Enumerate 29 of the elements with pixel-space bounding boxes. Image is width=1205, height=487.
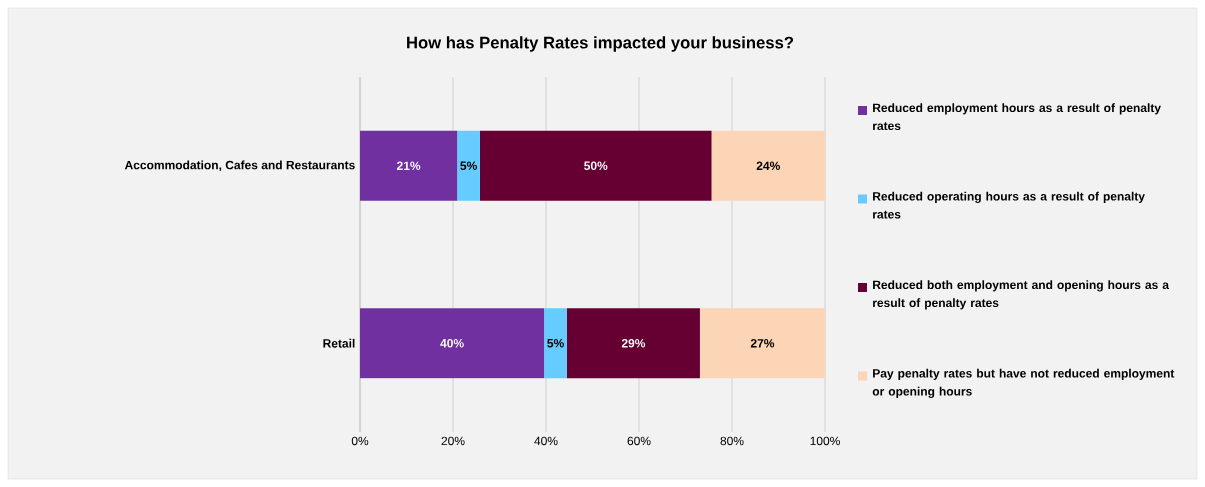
bar bbox=[457, 130, 480, 201]
x-tick-label: 100% bbox=[810, 436, 840, 446]
bar bbox=[544, 308, 567, 379]
data-label: 29% bbox=[621, 339, 646, 348]
data-label: 5% bbox=[460, 161, 477, 170]
legend-label: Reduced employment hours as a result of penalty rates bbox=[873, 103, 1161, 131]
legend-label: Pay penalty rates but have not reduced employment or opening hours bbox=[872, 368, 1175, 399]
chart-title: How has Penalty Rates impacted your business? bbox=[407, 36, 794, 52]
data-label: 50% bbox=[584, 161, 608, 171]
y-tick-label: Retail bbox=[323, 338, 355, 348]
data-label: 40% bbox=[440, 339, 464, 348]
data-label: 21% bbox=[397, 161, 421, 170]
x-tick-label: 40% bbox=[534, 436, 558, 446]
bar bbox=[479, 130, 712, 201]
bar bbox=[711, 130, 825, 201]
data-label: 27% bbox=[750, 339, 775, 348]
bar bbox=[360, 130, 458, 201]
data-label: 5% bbox=[547, 339, 564, 348]
x-tick-label: 20% bbox=[441, 436, 465, 446]
x-tick-label: 0% bbox=[351, 436, 369, 446]
x-tick-label: 60% bbox=[627, 436, 651, 446]
bar bbox=[699, 308, 825, 379]
bar bbox=[566, 308, 700, 379]
bar bbox=[360, 308, 545, 379]
x-tick-label: 80% bbox=[720, 436, 744, 446]
y-tick-label: Accommodation, Cafes and Restaurants bbox=[124, 160, 355, 172]
data-label: 24% bbox=[756, 161, 780, 170]
legend-label: Reduced operating hours as a result of penalty rates bbox=[873, 191, 1145, 219]
legend-label: Reduced both employment and opening hours as a result of penalty rates bbox=[873, 280, 1170, 310]
